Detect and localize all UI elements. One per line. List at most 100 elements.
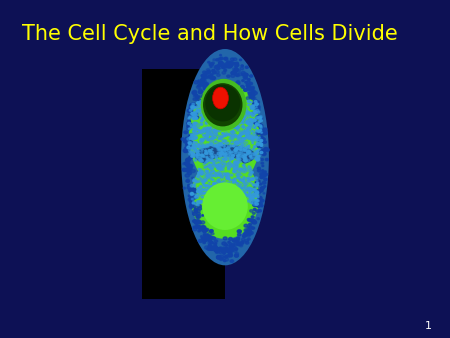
Circle shape: [235, 120, 238, 122]
Circle shape: [197, 146, 200, 148]
Circle shape: [235, 115, 238, 117]
Circle shape: [259, 202, 262, 205]
Circle shape: [256, 117, 260, 120]
Circle shape: [207, 71, 210, 73]
Circle shape: [248, 94, 252, 96]
Circle shape: [225, 125, 228, 127]
Circle shape: [244, 191, 247, 192]
Circle shape: [233, 111, 236, 114]
Circle shape: [248, 112, 250, 114]
Circle shape: [238, 121, 242, 124]
Circle shape: [207, 236, 210, 238]
Circle shape: [244, 159, 247, 162]
Circle shape: [209, 76, 212, 78]
Circle shape: [207, 133, 209, 134]
Circle shape: [245, 154, 247, 156]
Circle shape: [251, 198, 254, 200]
Circle shape: [213, 102, 215, 104]
Circle shape: [194, 94, 198, 96]
Circle shape: [220, 54, 221, 56]
Circle shape: [234, 161, 237, 163]
Circle shape: [224, 249, 226, 251]
Circle shape: [194, 127, 197, 129]
Circle shape: [216, 120, 217, 121]
Circle shape: [187, 122, 189, 124]
Circle shape: [219, 129, 221, 131]
Circle shape: [234, 117, 236, 118]
Circle shape: [216, 166, 218, 167]
Circle shape: [207, 197, 210, 199]
Circle shape: [201, 201, 203, 202]
Circle shape: [222, 182, 224, 184]
Circle shape: [194, 81, 198, 84]
Circle shape: [242, 202, 245, 204]
Circle shape: [184, 162, 187, 164]
Circle shape: [209, 133, 212, 136]
Circle shape: [193, 226, 196, 228]
Circle shape: [243, 236, 245, 237]
Circle shape: [237, 117, 239, 119]
Circle shape: [225, 58, 228, 61]
Circle shape: [242, 149, 245, 151]
Circle shape: [207, 75, 211, 78]
Circle shape: [206, 200, 208, 202]
Circle shape: [250, 106, 252, 107]
Circle shape: [230, 179, 231, 181]
Circle shape: [189, 106, 193, 108]
Circle shape: [213, 246, 217, 249]
Circle shape: [234, 201, 237, 204]
Circle shape: [198, 158, 202, 161]
Circle shape: [243, 156, 246, 158]
Circle shape: [213, 247, 218, 251]
Circle shape: [198, 207, 202, 210]
Circle shape: [242, 188, 244, 189]
Circle shape: [216, 154, 220, 157]
Circle shape: [236, 102, 239, 104]
Circle shape: [257, 145, 261, 148]
Circle shape: [233, 71, 236, 73]
Circle shape: [212, 114, 213, 115]
Circle shape: [252, 94, 255, 96]
Circle shape: [207, 139, 211, 141]
Circle shape: [245, 161, 247, 162]
Ellipse shape: [201, 79, 247, 131]
Circle shape: [198, 80, 200, 81]
Circle shape: [230, 244, 233, 246]
Circle shape: [187, 186, 191, 189]
Circle shape: [217, 144, 220, 147]
Circle shape: [214, 112, 216, 114]
Circle shape: [216, 121, 220, 124]
Circle shape: [238, 123, 240, 124]
Circle shape: [259, 143, 261, 145]
Circle shape: [206, 138, 209, 141]
Circle shape: [261, 153, 263, 154]
Circle shape: [248, 200, 250, 202]
Circle shape: [230, 151, 233, 153]
Circle shape: [248, 92, 252, 95]
Circle shape: [199, 143, 202, 146]
Circle shape: [205, 100, 207, 102]
Circle shape: [221, 192, 223, 193]
Circle shape: [200, 172, 202, 174]
Circle shape: [201, 221, 205, 224]
Circle shape: [242, 80, 244, 81]
Circle shape: [232, 100, 235, 103]
Circle shape: [220, 258, 223, 261]
Circle shape: [216, 122, 219, 124]
Circle shape: [250, 219, 255, 222]
Circle shape: [213, 117, 215, 118]
Circle shape: [194, 136, 198, 139]
Circle shape: [188, 145, 190, 146]
Circle shape: [255, 108, 257, 111]
Circle shape: [251, 97, 254, 100]
Circle shape: [237, 139, 238, 140]
Circle shape: [225, 109, 227, 111]
Circle shape: [216, 74, 220, 76]
Circle shape: [215, 100, 218, 103]
Circle shape: [242, 118, 245, 120]
Circle shape: [249, 232, 253, 235]
Circle shape: [234, 111, 236, 113]
Circle shape: [221, 250, 225, 252]
Circle shape: [256, 151, 259, 154]
Circle shape: [255, 118, 257, 120]
